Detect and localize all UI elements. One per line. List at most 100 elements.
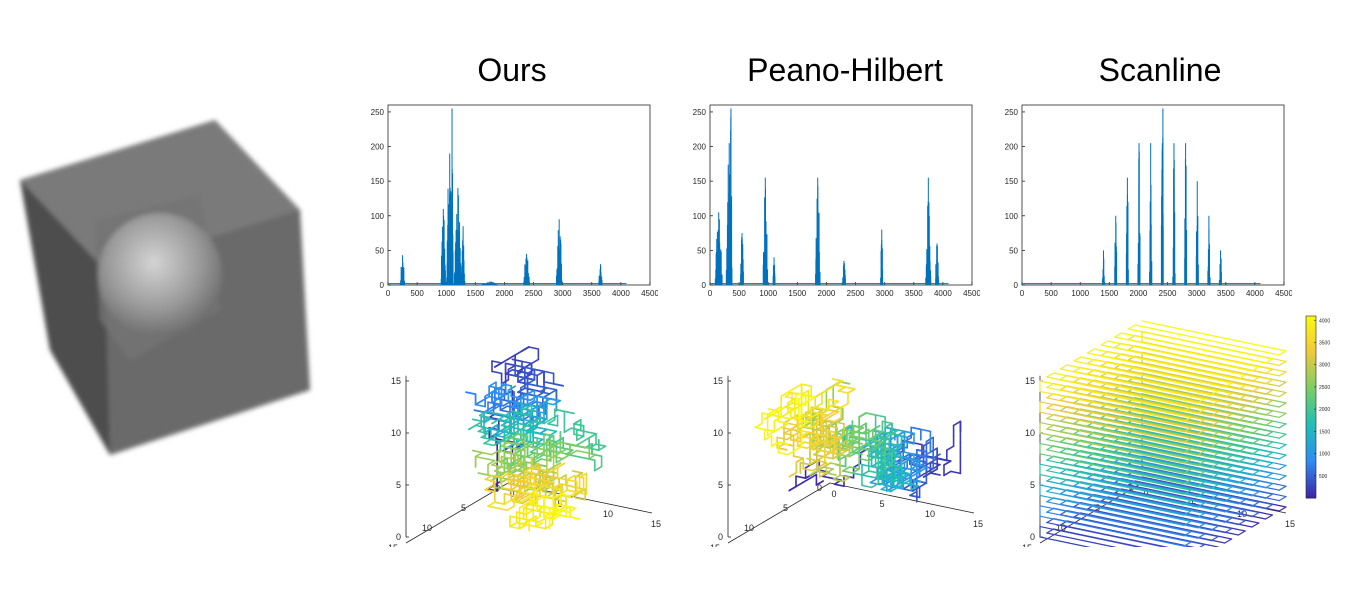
curve-segment (1228, 480, 1239, 484)
curve-segment (1135, 504, 1147, 508)
curve-segment (824, 415, 833, 421)
curve-segment (526, 372, 538, 377)
curve-segment (832, 378, 844, 382)
curve-segment (1077, 492, 1089, 496)
curve-segment (529, 395, 538, 401)
curve-segment (874, 441, 884, 447)
curve-segment (520, 497, 529, 503)
curve-segment (526, 445, 538, 449)
z-tick-label: 10 (391, 428, 401, 438)
curve-segment (543, 516, 555, 520)
curve-segment (1106, 540, 1118, 544)
curve-segment (573, 419, 582, 425)
curve-segment (542, 490, 554, 495)
curve-segment (1116, 500, 1127, 504)
curve-segment (806, 443, 815, 449)
curve-segment (536, 495, 545, 501)
curve-segment (526, 472, 536, 479)
curve-segment (1221, 515, 1233, 519)
curve-segment (491, 360, 503, 364)
curve-segment (1228, 532, 1239, 536)
curve-segment (800, 421, 810, 427)
curve-segment (1084, 530, 1096, 534)
curve-segment (1135, 535, 1147, 539)
curve-segment (1103, 523, 1115, 527)
curve-segment (1237, 509, 1246, 515)
curve-segment (528, 346, 540, 350)
curve-segment (536, 385, 548, 389)
curve-segment (500, 358, 510, 364)
curve-segment (1074, 538, 1086, 542)
curve-segment (536, 370, 545, 377)
curve-segment (500, 487, 512, 491)
curve-segment (1087, 515, 1099, 519)
curve-segment (787, 387, 796, 393)
curve-segment (559, 447, 568, 454)
curve-segment (481, 416, 490, 423)
curve-segment (1103, 513, 1115, 517)
curve-segment (788, 485, 797, 492)
y-tick-label: 250 (1005, 108, 1019, 117)
curve-segment (1094, 521, 1106, 525)
curve-segment (539, 387, 548, 393)
curve-segment (814, 392, 823, 398)
y-tick-label: 5 (461, 503, 466, 513)
curve-segment (510, 422, 519, 429)
axes-3d: 051015151050051015 (388, 375, 661, 547)
x-tick-label: 0 (386, 289, 391, 298)
curve-segment (1180, 518, 1192, 522)
curve-segment (1125, 512, 1137, 516)
curve-segment (1255, 516, 1267, 520)
curve-segment (1171, 506, 1182, 510)
curve-segment (492, 440, 502, 447)
curve-segment (552, 445, 564, 449)
curve-segment (1087, 536, 1099, 540)
x-tick-label: 4000 (612, 289, 630, 298)
curve-segment (903, 457, 912, 464)
curve-segment (898, 470, 910, 475)
curve-segment (517, 422, 529, 427)
curve-segment (1161, 525, 1173, 529)
curve-segment (1173, 543, 1185, 547)
curve-segment (514, 370, 523, 377)
curve-segment (1278, 485, 1287, 491)
curve-segment (484, 457, 496, 462)
curve-segment (773, 426, 782, 433)
curve-segment (483, 417, 492, 424)
curve-segment (465, 391, 477, 395)
y-tick-label: 5 (783, 503, 788, 513)
curve-segment (513, 480, 522, 487)
curve-segment (517, 485, 529, 489)
curve-segment (1048, 517, 1060, 521)
curve-segment (1077, 534, 1089, 538)
curve-segment (477, 426, 486, 433)
curve-segment (1154, 529, 1166, 533)
curve-segment (1265, 452, 1273, 458)
curve-segment (1125, 544, 1137, 547)
curve-segment (800, 431, 810, 437)
curve-segment (524, 408, 536, 412)
curve-segment (1084, 509, 1096, 513)
curve-segment (1207, 523, 1219, 527)
curve-segment (880, 488, 892, 493)
curve-segment (529, 489, 538, 495)
curve-segment (909, 490, 918, 497)
curve-segment (872, 425, 881, 431)
curve-segment (828, 409, 840, 413)
curve-segment (861, 428, 870, 435)
curve-segment (1046, 511, 1058, 515)
y-tick-label: 15 (1022, 543, 1032, 547)
curve-segment (815, 480, 824, 486)
curve-segment (1187, 514, 1199, 518)
curve-segment (487, 459, 496, 466)
curve-segment (1164, 510, 1175, 514)
curve-segment (877, 482, 889, 487)
curve-segment (552, 462, 562, 468)
curve-segment (848, 435, 860, 439)
curve-segment (833, 417, 842, 423)
curve-segment (874, 414, 886, 418)
curve-segment (1096, 496, 1108, 500)
curve-segment (754, 426, 766, 431)
curve-segment (1278, 454, 1287, 460)
curve-segment (488, 395, 500, 400)
